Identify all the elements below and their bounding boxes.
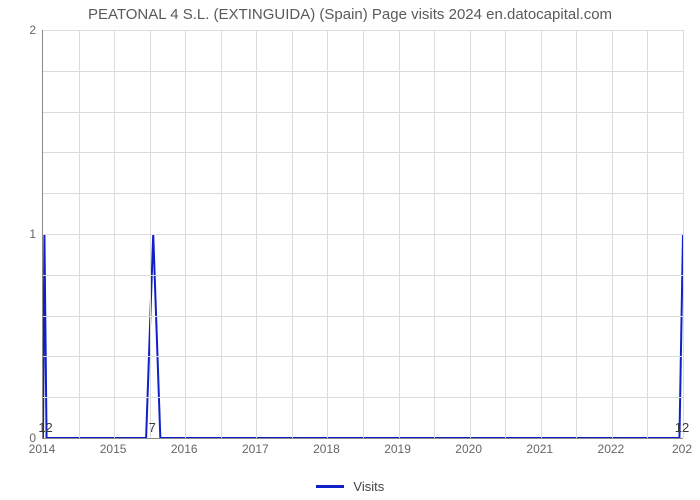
gridline-horizontal [43,193,683,194]
y-tick-label: 0 [29,431,36,445]
legend-label: Visits [353,479,384,494]
gridline-horizontal [43,397,683,398]
data-annotation: 12 [38,420,52,435]
x-tick-label: 202 [672,442,692,456]
data-annotation: 7 [149,420,156,435]
plot-area [42,30,683,439]
y-tick-label: 1 [29,227,36,241]
gridline-horizontal [43,275,683,276]
gridline-horizontal [43,152,683,153]
x-tick-label: 2021 [526,442,553,456]
x-tick-label: 2015 [100,442,127,456]
gridline-horizontal [43,112,683,113]
x-tick-label: 2022 [598,442,625,456]
gridline-horizontal [43,356,683,357]
chart-container: PEATONAL 4 S.L. (EXTINGUIDA) (Spain) Pag… [0,0,700,500]
gridline-horizontal [43,71,683,72]
x-tick-label: 2017 [242,442,269,456]
gridline-horizontal [43,30,683,31]
chart-title: PEATONAL 4 S.L. (EXTINGUIDA) (Spain) Pag… [0,6,700,23]
x-tick-label: 2019 [384,442,411,456]
gridline-horizontal [43,234,683,235]
x-tick-label: 2020 [455,442,482,456]
y-tick-label: 2 [29,23,36,37]
x-tick-label: 2018 [313,442,340,456]
gridline-vertical [683,30,684,438]
legend-swatch [316,485,344,488]
gridline-horizontal [43,316,683,317]
data-annotation: 12 [675,420,689,435]
x-tick-label: 2016 [171,442,198,456]
legend: Visits [0,478,700,494]
